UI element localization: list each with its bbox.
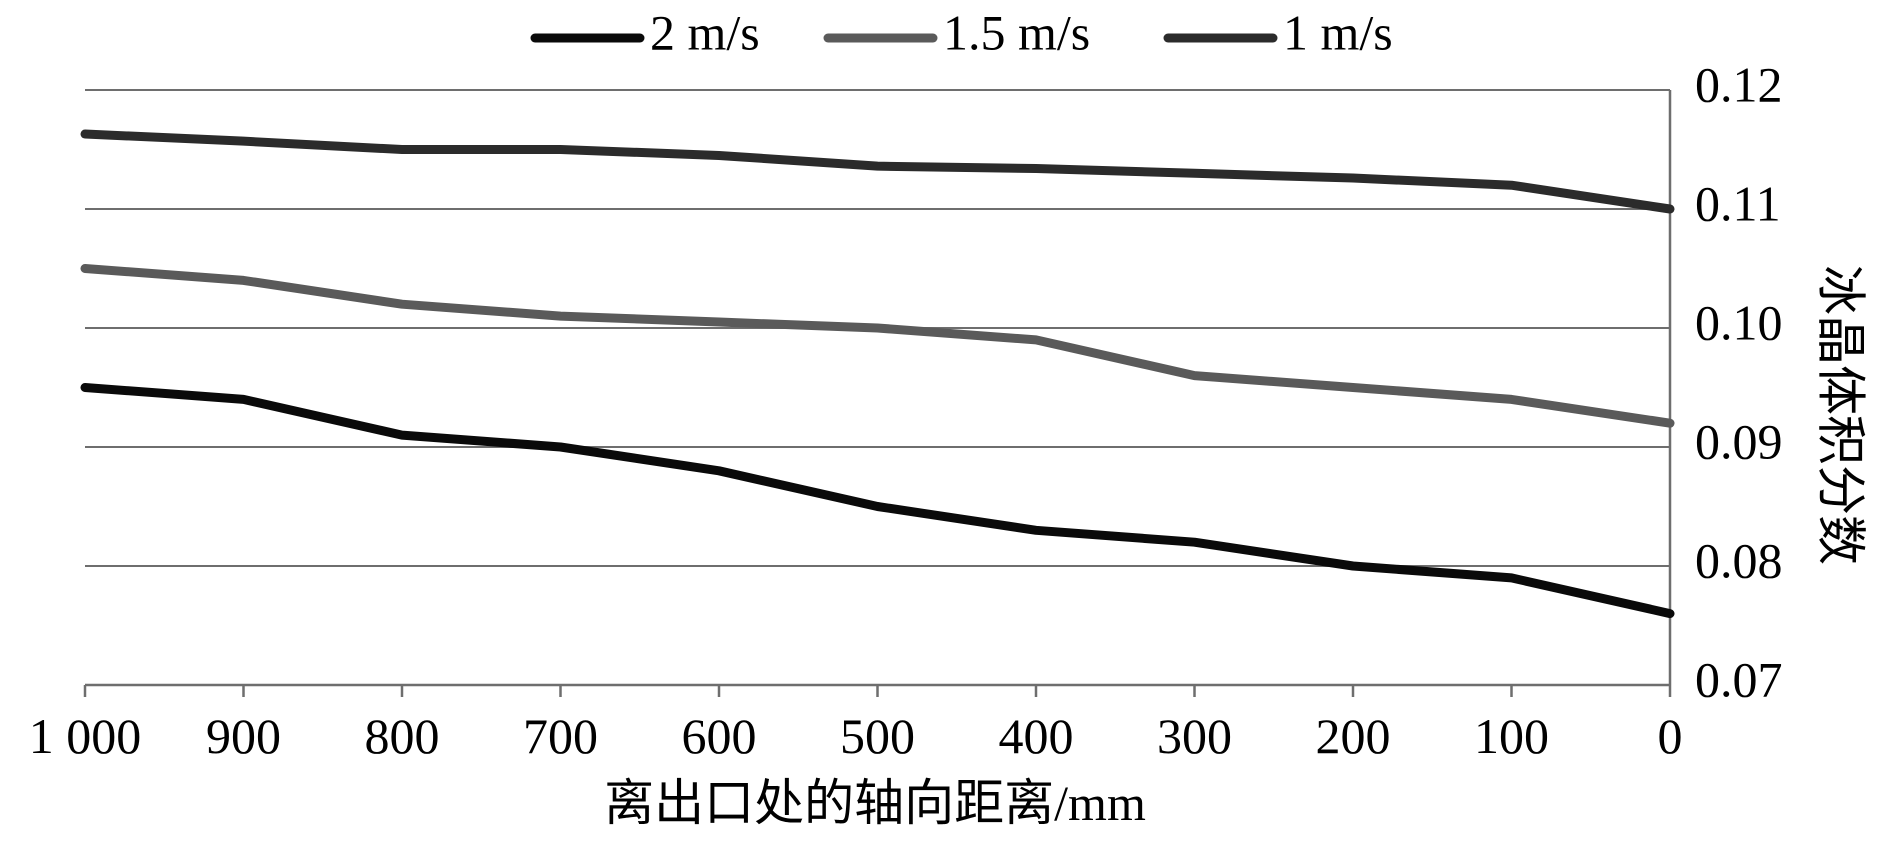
series-line-3 — [80, 129, 1675, 214]
series-line-1 — [80, 383, 1675, 619]
series-lines — [80, 129, 1675, 619]
y-tick-label: 0.08 — [1695, 532, 1783, 588]
x-tick-label: 0 — [1658, 708, 1683, 764]
x-tick-label: 700 — [523, 708, 598, 764]
x-tick-label: 400 — [999, 708, 1074, 764]
x-tick-label: 1 000 — [29, 708, 142, 764]
y-tick-label: 0.10 — [1695, 294, 1783, 350]
x-tick-label: 500 — [840, 708, 915, 764]
y-tick-label: 0.09 — [1695, 413, 1783, 469]
x-tick-label: 200 — [1316, 708, 1391, 764]
x-tick-label: 900 — [206, 708, 281, 764]
legend: 2 m/s 1.5 m/s 1 m/s — [530, 4, 1393, 60]
x-tick-label: 100 — [1474, 708, 1549, 764]
y-tick-label: 0.11 — [1695, 175, 1781, 231]
y-tick-label: 0.07 — [1695, 651, 1783, 707]
x-tick-label: 600 — [682, 708, 757, 764]
legend-label-3: 1 m/s — [1283, 4, 1393, 60]
y-tick-label: 0.12 — [1695, 56, 1783, 112]
x-tick-label: 300 — [1157, 708, 1232, 764]
x-tick-label: 800 — [365, 708, 440, 764]
legend-label-1: 2 m/s — [650, 4, 760, 60]
legend-label-2: 1.5 m/s — [943, 4, 1090, 60]
y-axis-title: 冰晶体积分数 — [1813, 265, 1869, 565]
x-axis-title: 离出口处的轴向距离/mm — [604, 775, 1146, 831]
axes: 0.07 0.08 0.09 0.10 0.11 0.12 1 000 900 800 700 60… — [29, 56, 1783, 764]
series-line-2 — [80, 264, 1675, 428]
